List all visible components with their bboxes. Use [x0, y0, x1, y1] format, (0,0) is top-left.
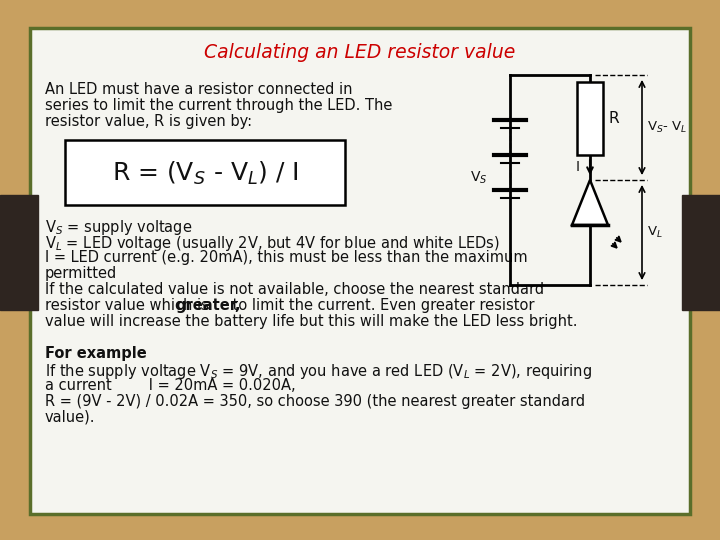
Bar	[682, 195, 720, 310]
Polygon shape	[572, 180, 608, 225]
Text: An LED must have a resistor connected in: An LED must have a resistor connected in	[45, 82, 353, 97]
Text: If the supply voltage V$_S$ = 9V, and you have a red LED (V$_L$ = 2V), requiring: If the supply voltage V$_S$ = 9V, and yo…	[45, 362, 592, 381]
Bar	[65, 140, 345, 205]
Text: V$_L$ = LED voltage (usually 2V, but 4V for blue and white LEDs): V$_L$ = LED voltage (usually 2V, but 4V …	[45, 234, 500, 253]
Text: V$_S$- V$_L$: V$_S$- V$_L$	[647, 120, 687, 135]
Text: If the calculated value is not available, choose the nearest standard: If the calculated value is not available…	[45, 282, 544, 297]
Text: resistor value which is: resistor value which is	[45, 298, 214, 313]
Bar	[577, 82, 603, 155]
Text: V$_L$: V$_L$	[647, 225, 663, 240]
Text: greater,: greater,	[175, 298, 240, 313]
Text: I: I	[576, 160, 580, 174]
Text: value will increase the battery life but this will make the LED less bright.: value will increase the battery life but…	[45, 314, 577, 329]
Text: permitted: permitted	[45, 266, 117, 281]
Text: a current        I = 20mA = 0.020A,: a current I = 20mA = 0.020A,	[45, 378, 296, 393]
Text: value).: value).	[45, 410, 96, 425]
Text: For example: For example	[45, 346, 147, 361]
Text: R: R	[608, 111, 618, 126]
Text: R = (V$_S$ - V$_L$) / I: R = (V$_S$ - V$_L$) / I	[112, 159, 299, 187]
Text: I = LED current (e.g. 20mA), this must be less than the maximum: I = LED current (e.g. 20mA), this must b…	[45, 250, 528, 265]
Text: to limit the current. Even greater resistor: to limit the current. Even greater resis…	[228, 298, 534, 313]
Text: V$_S$ = supply voltage: V$_S$ = supply voltage	[45, 218, 192, 237]
Bar	[0, 195, 38, 310]
Text: resistor value, R is given by:: resistor value, R is given by:	[45, 114, 252, 129]
Text: V$_S$: V$_S$	[470, 170, 488, 186]
Text: R = (9V - 2V) / 0.02A = 350, so choose 390 (the nearest greater standard: R = (9V - 2V) / 0.02A = 350, so choose 3…	[45, 394, 585, 409]
Text: Calculating an LED resistor value: Calculating an LED resistor value	[204, 43, 516, 62]
Text: series to limit the current through the LED. The: series to limit the current through the …	[45, 98, 392, 113]
